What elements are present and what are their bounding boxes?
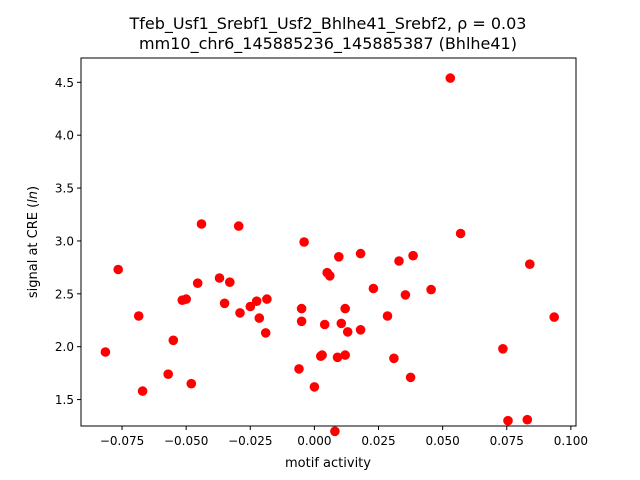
data-point: [525, 259, 535, 270]
y-tick-label: 4.5: [55, 76, 74, 90]
data-point: [319, 319, 330, 330]
data-point: [426, 284, 436, 295]
y-tick-label: 4.0: [55, 129, 74, 143]
data-point: [294, 364, 304, 374]
x-tick-label: 0.050: [425, 434, 459, 448]
data-point: [260, 328, 271, 338]
data-point: [389, 353, 399, 364]
data-point: [245, 301, 256, 312]
data-point: [355, 325, 366, 335]
data-point: [325, 271, 335, 281]
x-axis-ticks: −0.075 −0.050 −0.025 0.000 0.025 0.050 0.075 0.…: [100, 426, 588, 448]
x-tick-label: −0.025: [228, 434, 272, 448]
data-point: [522, 414, 533, 425]
data-point: [214, 273, 225, 283]
chart-title-line1: Tfeb_Usf1_Srebf1_Usf2_Bhlhe41_Srebf2, ρ …: [129, 14, 527, 34]
data-point: [342, 327, 353, 337]
data-point: [219, 298, 230, 309]
data-point: [251, 296, 262, 307]
data-point: [334, 251, 344, 262]
data-point: [408, 250, 418, 261]
x-tick-label: −0.050: [164, 434, 208, 448]
plot-frame: [80, 57, 577, 427]
y-tick-label: 2.0: [55, 340, 74, 354]
data-point: [296, 316, 307, 327]
data-point: [317, 350, 327, 360]
data-point: [498, 344, 508, 354]
data-point: [340, 303, 351, 314]
y-tick-label: 1.5: [55, 393, 74, 407]
x-tick-label: 0.000: [297, 434, 331, 448]
x-tick-label: −0.075: [100, 434, 144, 448]
data-point: [394, 256, 404, 266]
data-point: [445, 73, 456, 83]
data-point: [400, 290, 411, 300]
data-point: [340, 350, 351, 360]
y-axis-ticks: 1.5 2.0 2.5 3.0 3.5 4.0 4.5: [55, 76, 81, 407]
data-point: [309, 382, 320, 392]
data-point: [133, 311, 144, 321]
data-point: [186, 378, 197, 389]
x-tick-label: 0.075: [490, 434, 524, 448]
data-point: [503, 415, 513, 426]
data-point: [113, 264, 123, 275]
x-axis-label: motif activity: [285, 456, 371, 471]
x-tick-label: 0.025: [361, 434, 395, 448]
data-point: [233, 221, 244, 231]
data-point: [332, 352, 343, 363]
y-tick-label: 3.0: [55, 234, 74, 248]
data-point: [181, 294, 191, 304]
data-point: [330, 426, 340, 437]
data-point: [168, 335, 179, 346]
data-point: [296, 303, 307, 314]
data-point: [405, 372, 416, 383]
data-point: [100, 347, 111, 357]
data-point: [355, 248, 366, 259]
data-point: [299, 237, 309, 247]
data-point: [455, 228, 466, 239]
data-point: [192, 278, 203, 289]
data-points: [100, 73, 559, 437]
data-point: [262, 294, 272, 304]
data-point: [368, 283, 379, 294]
data-point: [254, 313, 265, 323]
data-point: [137, 386, 148, 396]
data-point: [225, 277, 235, 288]
data-point: [196, 219, 207, 229]
y-axis-label: signal at CRE (ln): [26, 186, 41, 298]
data-point: [549, 312, 559, 322]
data-point: [336, 318, 347, 329]
y-tick-label: 2.5: [55, 287, 74, 301]
data-point: [163, 369, 173, 380]
y-tick-label: 3.5: [55, 182, 74, 196]
data-point: [382, 311, 393, 321]
chart-title-line2: mm10_chr6_145885236_145885387 (Bhlhe41): [139, 34, 517, 54]
x-tick-label: 0.100: [554, 434, 588, 448]
data-point: [235, 308, 245, 318]
